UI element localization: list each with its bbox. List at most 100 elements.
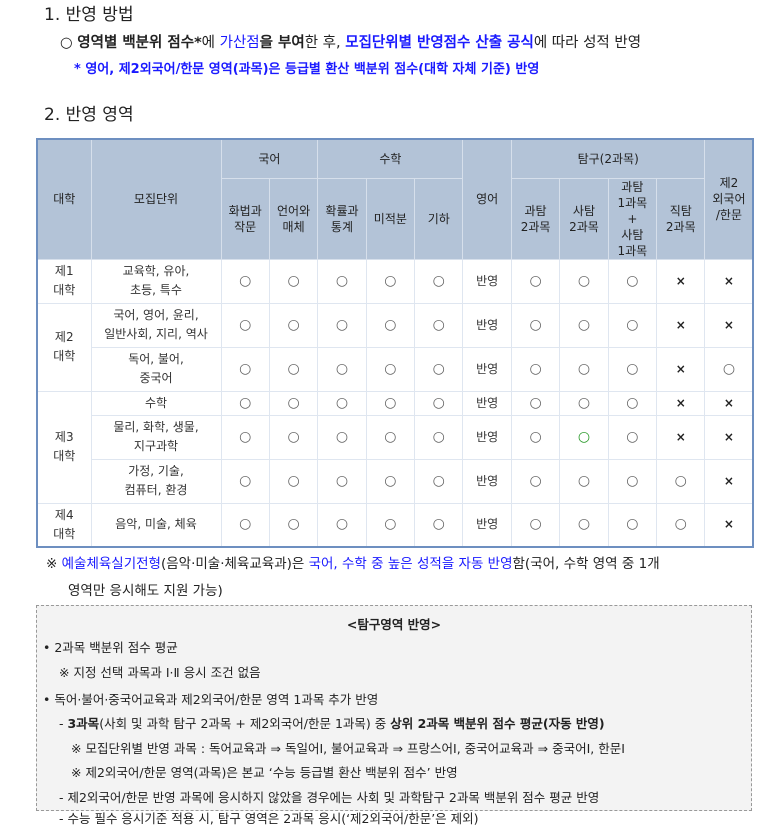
circle-mark: ○ <box>317 414 367 460</box>
circle-mark: ○ <box>559 502 609 548</box>
table-row: 가정, 기술, 컴퓨터, 환경 ○ ○ ○ ○ ○ 반영 ○ ○ ○ ○ × <box>37 458 754 504</box>
text: (사회 및 과학 탐구 2과목 + 제2외국어/한문 1과목) 중 <box>99 716 391 731</box>
circle-mark: ○ <box>414 414 464 460</box>
text: 영역별 백분위 점수* <box>77 35 202 51</box>
circle-mark: ○ <box>317 346 367 392</box>
circle-mark: ○ <box>220 502 270 548</box>
text: 예술체육실기전형 <box>61 556 161 572</box>
circle-mark: ○ <box>220 302 270 348</box>
circle-mark: ○ <box>559 346 609 392</box>
text: 을 <box>259 35 279 51</box>
table-row: 물리, 화학, 생물, 지구과학 ○ ○ ○ ○ ○ 반영 ○ ○ ○ × × <box>37 414 754 460</box>
unit-cell: 물리, 화학, 생물, 지구과학 <box>90 414 222 460</box>
cross-mark: × <box>656 390 706 416</box>
text: 부여 <box>278 35 305 51</box>
circle-mark: ○ <box>317 390 367 416</box>
text: 3과목 <box>67 716 100 731</box>
circle-mark: ○ <box>559 258 609 304</box>
unit-cell: 독어, 불어, 중국어 <box>90 346 222 392</box>
note-title: <탐구영역 반영> <box>346 617 442 632</box>
univ-cell: 제2 대학 <box>36 302 92 392</box>
circle-mark: ○ <box>220 346 270 392</box>
header-unit: 모집단위 <box>90 138 222 260</box>
cross-mark: × <box>704 458 754 504</box>
univ-cell: 제3 대학 <box>36 390 92 504</box>
circle-mark: ○ <box>317 502 367 548</box>
text: ※ <box>46 556 62 572</box>
circle-mark: ○ <box>414 502 464 548</box>
circle-mark: ○ <box>559 458 609 504</box>
circle-mark: ○ <box>414 390 464 416</box>
circle-mark: ○ <box>510 258 561 304</box>
subheader: 사탐 2과목 <box>559 177 609 260</box>
circle-mark: ○ <box>704 346 754 392</box>
header-inquiry: 탐구(2과목) <box>510 138 706 179</box>
text: 국어, 수학 중 높은 성적을 자동 반영 <box>308 556 513 572</box>
inquiry-note-box: <탐구영역 반영> • 2과목 백분위 점수 평균 ※ 지정 선택 과목과 Ⅰ·… <box>36 605 752 826</box>
circle-mark: ○ <box>656 502 706 548</box>
value-cell: 반영 <box>462 414 512 460</box>
circle-mark: ○ <box>365 302 416 348</box>
section-title-method: 1. 반영 방법 <box>44 5 134 25</box>
unit-cell: 음악, 미술, 체육 <box>90 502 222 548</box>
header-korean: 국어 <box>220 138 319 179</box>
table-row: 독어, 불어, 중국어 ○ ○ ○ ○ ○ 반영 ○ ○ ○ × ○ <box>37 346 754 392</box>
note-line: ※ 지정 선택 과목과 Ⅰ·Ⅱ 응시 조건 없음 <box>59 665 261 680</box>
value-cell: 반영 <box>462 346 512 392</box>
cross-mark: × <box>704 258 754 304</box>
cross-mark: × <box>704 414 754 460</box>
circle-mark: ○ <box>268 458 319 504</box>
circle-mark: ○ <box>268 502 319 548</box>
subheader: 미적분 <box>365 177 416 260</box>
subheader: 기하 <box>414 177 464 260</box>
note-line: ※ 모집단위별 반영 과목 : 독어교육과 ⇒ 독일어Ⅰ, 불어교육과 ⇒ 프랑… <box>71 741 625 756</box>
univ-cell: 제4 대학 <box>36 502 92 548</box>
subheader: 과탐 1과목 + 사탐 1과목 <box>607 177 658 260</box>
cross-mark: × <box>656 258 706 304</box>
header-lang2: 제2 외국어 /한문 <box>704 138 754 260</box>
circle-mark: ○ <box>268 414 319 460</box>
circle-mark: ○ <box>220 458 270 504</box>
circle-bullet: ○ <box>60 35 78 51</box>
circle-mark: ○ <box>220 258 270 304</box>
circle-mark: ○ <box>220 414 270 460</box>
method-bullet: ○ 영역별 백분위 점수*에 가산점을 부여한 후, 모집단위별 반영점수 산출… <box>60 31 641 52</box>
cross-mark: × <box>704 502 754 548</box>
circle-mark: ○ <box>414 346 464 392</box>
value-cell: 반영 <box>462 302 512 348</box>
circle-mark: ○ <box>365 502 416 548</box>
circle-mark: ○ <box>607 414 658 460</box>
unit-cell: 국어, 영어, 윤리, 일반사회, 지리, 역사 <box>90 302 222 348</box>
circle-mark: ○ <box>414 258 464 304</box>
text: 한 후, <box>304 35 346 51</box>
note-line: - 제2외국어/한문 반영 과목에 응시하지 않았을 경우에는 사회 및 과학탐… <box>59 790 600 805</box>
circle-mark: ○ <box>559 414 609 460</box>
circle-mark: ○ <box>365 414 416 460</box>
circle-mark: ○ <box>365 258 416 304</box>
value-cell: 반영 <box>462 390 512 416</box>
reflection-table: 대학 모집단위 국어 수학 영어 탐구(2과목) 제2 외국어 /한문 화법과 … <box>36 138 755 548</box>
circle-mark: ○ <box>607 458 658 504</box>
circle-mark: ○ <box>607 302 658 348</box>
circle-mark: ○ <box>607 346 658 392</box>
circle-mark: ○ <box>607 502 658 548</box>
note-line: - 수능 필수 응시기준 적용 시, 탐구 영역은 2과목 응시(‘제2외국어/… <box>59 811 479 826</box>
subheader: 과탐 2과목 <box>510 177 561 260</box>
unit-cell: 수학 <box>90 390 222 416</box>
table-row: 제4 대학 음악, 미술, 체육 ○ ○ ○ ○ ○ 반영 ○ ○ ○ ○ × <box>36 502 754 548</box>
text: - <box>59 716 68 731</box>
text: 에 <box>201 35 220 51</box>
circle-mark: ○ <box>414 458 464 504</box>
note-line: • 독어·불어·중국어교육과 제2외국어/한문 영역 1과목 추가 반영 <box>43 692 379 707</box>
circle-mark: ○ <box>607 258 658 304</box>
circle-mark: ○ <box>317 302 367 348</box>
circle-mark: ○ <box>559 390 609 416</box>
circle-mark: ○ <box>656 458 706 504</box>
text: (음악·미술·체육교육과)은 <box>160 556 309 572</box>
univ-cell: 제1 대학 <box>36 258 92 304</box>
arts-remark: ※ 예술체육실기전형(음악·미술·체육교육과)은 국어, 수학 중 높은 성적을… <box>46 551 660 605</box>
circle-mark: ○ <box>365 458 416 504</box>
subheader: 확률과 통계 <box>317 177 367 260</box>
circle-mark: ○ <box>268 390 319 416</box>
unit-cell: 교육학, 유아, 초등, 특수 <box>90 258 222 304</box>
